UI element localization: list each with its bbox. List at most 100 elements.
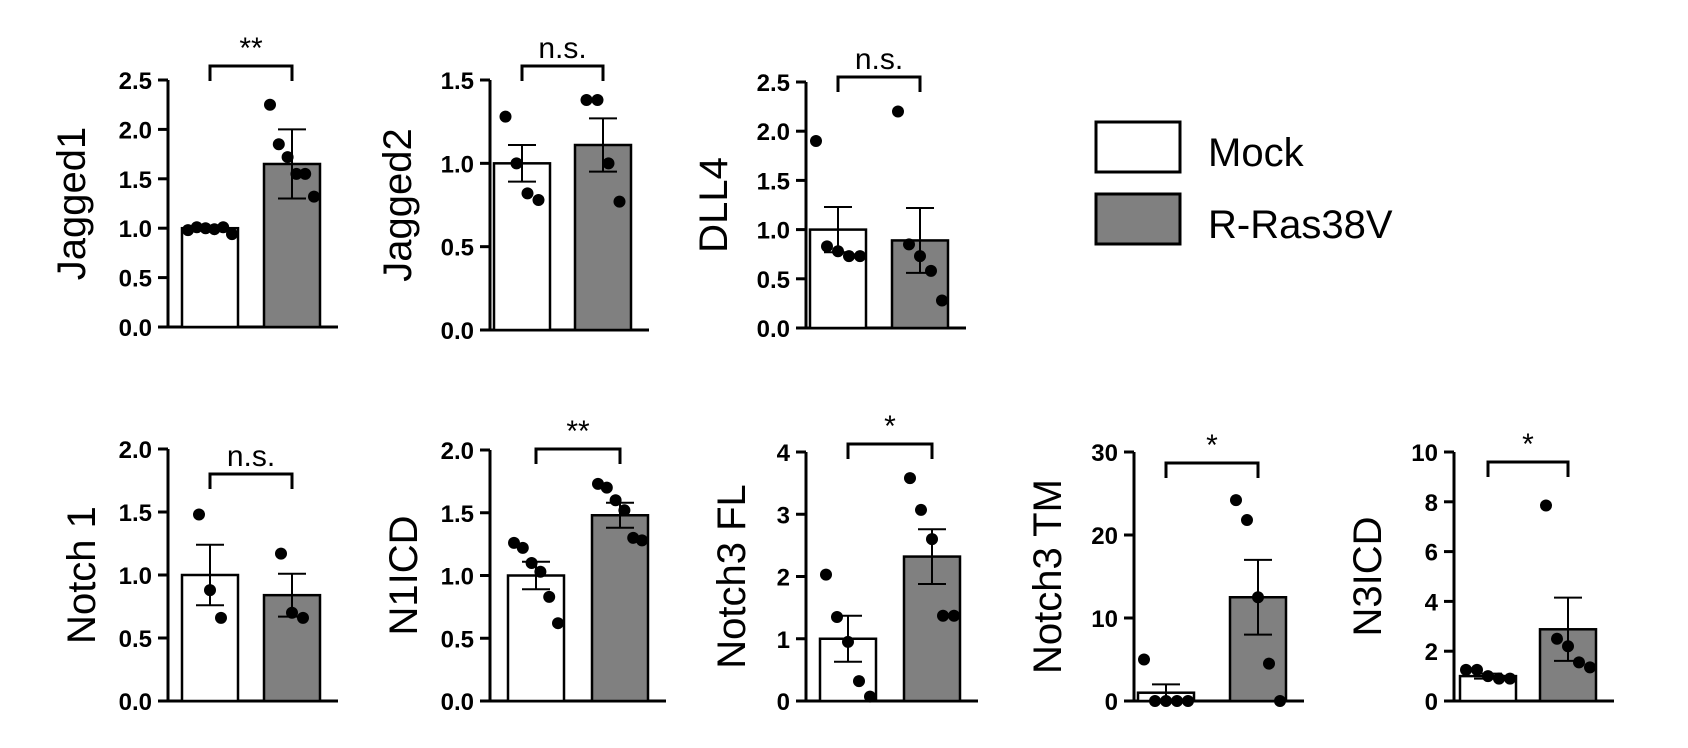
- y-tick-label: 2.0: [441, 438, 474, 465]
- significance-label: *: [1522, 428, 1534, 461]
- data-point: [499, 110, 512, 123]
- y-axis-title: Jagged2: [376, 128, 420, 281]
- bar-mock: [492, 162, 552, 332]
- panel-dll4: 0.0 0.5 1.0 1.5 2.0 2.5 DLL4 n.s.: [692, 43, 966, 343]
- significance-label: n.s.: [855, 43, 903, 76]
- y-tick-label: 4: [1425, 589, 1439, 616]
- significance-bracket: [208, 64, 294, 81]
- y-axis-title: N3ICD: [1346, 516, 1390, 636]
- y-tick-label: 0.0: [119, 315, 152, 342]
- data-point: [854, 250, 866, 263]
- data-point: [1460, 663, 1472, 676]
- y-tick-label: 2.5: [119, 68, 152, 95]
- data-point: [199, 222, 212, 235]
- data-point: [904, 472, 916, 485]
- legend-swatch-r-ras38v: [1094, 192, 1182, 246]
- data-point: [1504, 672, 1516, 685]
- data-point: [1493, 672, 1505, 685]
- data-point: [591, 94, 604, 106]
- data-point: [297, 611, 309, 624]
- significance-label: **: [239, 32, 263, 65]
- data-point: [892, 105, 904, 118]
- y-tick-label: 0.5: [441, 626, 474, 653]
- y-tick-label: 1: [777, 627, 790, 654]
- data-point: [914, 250, 926, 263]
- significance-bracket: [846, 442, 934, 459]
- y-tick-label: 2: [777, 565, 790, 592]
- y-tick-label: 2.0: [119, 437, 152, 464]
- data-point: [580, 94, 593, 106]
- data-point: [636, 534, 648, 547]
- data-point: [272, 138, 285, 151]
- data-point: [1149, 695, 1161, 707]
- y-tick-label: 3: [777, 502, 790, 529]
- data-point: [1160, 695, 1172, 707]
- data-point: [821, 240, 833, 253]
- y-tick-label: 1.5: [441, 68, 474, 95]
- data-point: [308, 190, 320, 203]
- data-point: [275, 547, 287, 560]
- data-point: [600, 481, 613, 494]
- data-point: [226, 228, 238, 241]
- y-tick-label: 1.5: [119, 500, 152, 527]
- data-point: [903, 238, 915, 251]
- y-tick-label: 0.0: [441, 689, 474, 716]
- bar-r-ras38v: [573, 143, 633, 332]
- data-point: [290, 167, 303, 180]
- y-tick-label: 6: [1425, 540, 1438, 567]
- data-point: [543, 590, 556, 603]
- data-point: [936, 294, 948, 307]
- data-point: [281, 151, 294, 164]
- data-point: [1263, 657, 1275, 670]
- y-tick-label: 2: [1425, 639, 1438, 666]
- legend-label-r-ras38v: R-Ras38V: [1208, 203, 1393, 247]
- legend-label-mock: Mock: [1208, 131, 1305, 175]
- y-axis-title: N1ICD: [382, 515, 426, 635]
- data-point: [286, 606, 298, 619]
- y-tick-label: 10: [1091, 606, 1118, 633]
- data-point: [618, 504, 631, 517]
- data-point: [552, 617, 564, 630]
- panel-notch-1: 0.0 0.5 1.0 1.5 2.0 Notch 1 n.s.: [60, 437, 338, 716]
- data-point: [508, 536, 520, 549]
- significance-label: *: [884, 410, 896, 443]
- data-point: [516, 541, 529, 554]
- significance-bracket: [1164, 461, 1260, 478]
- y-tick-label: 4: [777, 440, 791, 467]
- y-tick-label: 1.0: [441, 564, 474, 591]
- data-point: [1540, 499, 1552, 512]
- y-axis-title: Notch 1: [60, 506, 104, 644]
- data-point: [842, 635, 854, 648]
- data-point: [820, 568, 832, 581]
- y-tick-label: 20: [1091, 523, 1118, 550]
- data-point: [1230, 494, 1242, 507]
- y-tick-label: 0.0: [119, 689, 152, 716]
- significance-label: n.s.: [538, 32, 586, 65]
- data-point: [853, 675, 865, 688]
- y-tick-label: 0: [1105, 689, 1118, 716]
- y-tick-label: 2.0: [119, 117, 152, 144]
- data-point: [264, 98, 276, 111]
- data-point: [1274, 695, 1286, 707]
- data-point: [215, 611, 227, 624]
- data-point: [1171, 695, 1183, 707]
- panel-n1icd: 0.0 0.5 1.0 1.5 2.0 N1ICD **: [382, 415, 666, 716]
- data-point: [525, 556, 538, 569]
- y-tick-label: 0.0: [757, 316, 790, 343]
- y-tick-label: 1.0: [757, 218, 790, 245]
- data-point: [613, 195, 626, 208]
- y-axis-title: Jagged1: [50, 127, 94, 280]
- y-tick-label: 0.5: [757, 267, 790, 294]
- significance-label: **: [566, 415, 590, 448]
- y-tick-label: 0.5: [441, 235, 474, 262]
- data-point: [521, 187, 534, 200]
- data-point: [937, 609, 949, 622]
- significance-bracket: [208, 472, 294, 489]
- y-tick-label: 1.5: [757, 168, 790, 195]
- data-point: [193, 508, 205, 521]
- significance-bracket: [534, 447, 622, 464]
- data-point: [1584, 661, 1596, 674]
- data-point: [1471, 663, 1483, 676]
- data-point: [810, 135, 822, 148]
- bar-mock: [180, 226, 240, 329]
